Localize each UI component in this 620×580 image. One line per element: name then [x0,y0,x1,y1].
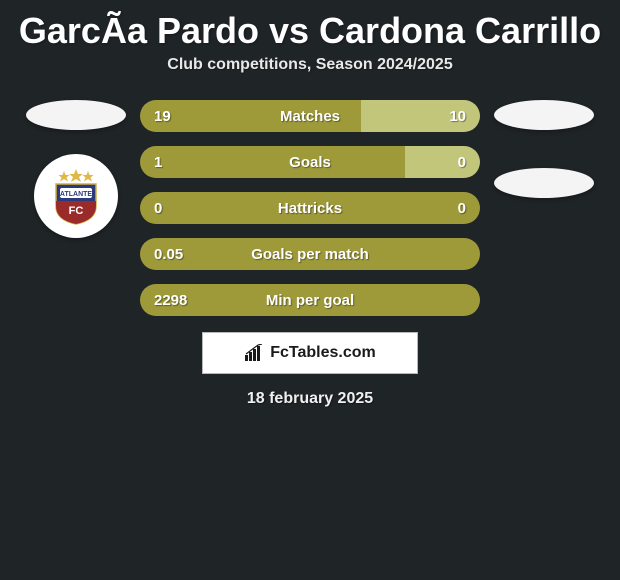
stat-row: Hattricks00 [140,192,480,224]
stat-right-value: 0 [458,154,466,171]
stat-right-value: 10 [449,108,466,125]
svg-text:FC: FC [69,205,84,217]
stat-row: Min per goal2298 [140,284,480,316]
player2-avatar-placeholder [494,100,594,130]
stat-values: 0.05 [140,238,480,270]
branding-box[interactable]: FcTables.com [202,332,418,374]
right-avatar-column [494,100,594,198]
stat-values: 10 [140,146,480,178]
stat-left-value: 0 [154,200,162,217]
left-avatar-column: ATLANTE FC [26,100,126,238]
player1-club-badge: ATLANTE FC [34,154,118,238]
player2-club-placeholder [494,168,594,198]
player1-avatar-placeholder [26,100,126,130]
stat-values: 00 [140,192,480,224]
stat-values: 2298 [140,284,480,316]
atlante-badge-icon: ATLANTE FC [50,166,102,226]
stat-row: Goals10 [140,146,480,178]
bar-chart-icon [244,344,266,362]
page-subtitle: Club competitions, Season 2024/2025 [0,56,620,100]
stat-values: 1910 [140,100,480,132]
stat-right-value: 0 [458,200,466,217]
content-row: ATLANTE FC Matches1910Goals10Hattricks00… [0,100,620,316]
stat-row: Goals per match0.05 [140,238,480,270]
stats-column: Matches1910Goals10Hattricks00Goals per m… [140,100,480,316]
stat-left-value: 19 [154,108,171,125]
stat-left-value: 2298 [154,292,187,309]
svg-text:ATLANTE: ATLANTE [60,191,92,198]
branding-text: FcTables.com [270,344,376,362]
stat-left-value: 1 [154,154,162,171]
comparison-widget: GarcÃ­a Pardo vs Cardona Carrillo Club c… [0,0,620,408]
page-title: GarcÃ­a Pardo vs Cardona Carrillo [0,0,620,56]
stat-row: Matches1910 [140,100,480,132]
stat-left-value: 0.05 [154,246,183,263]
date-text: 18 february 2025 [0,390,620,408]
